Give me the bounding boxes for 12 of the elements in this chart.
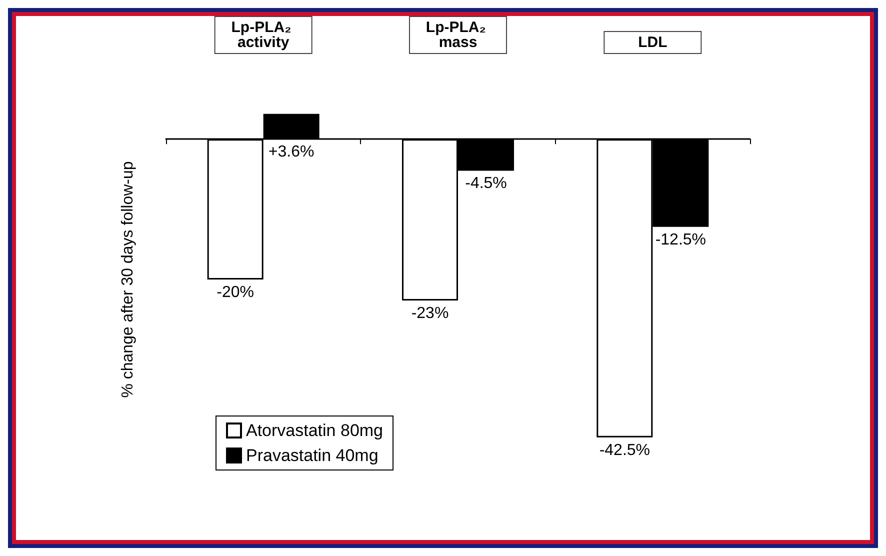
x-tick-label: Lp-PLA₂ activity xyxy=(231,19,296,51)
y-axis-title: % change after 30 days follow-up xyxy=(120,161,136,398)
data-label: -20% xyxy=(216,284,254,301)
legend-label: Atorvastatin 80mg xyxy=(246,421,384,440)
data-label: -12.5% xyxy=(655,231,706,248)
x-tick-label: Lp-PLA₂ mass xyxy=(426,19,490,51)
data-label: -4.5% xyxy=(465,175,507,192)
data-label: +3.6% xyxy=(268,144,314,161)
legend-label: Pravastatin 40mg xyxy=(246,446,378,465)
data-label: -42.5% xyxy=(599,442,650,459)
x-tick-label: LDL xyxy=(638,34,668,51)
data-label: -23% xyxy=(411,305,449,322)
